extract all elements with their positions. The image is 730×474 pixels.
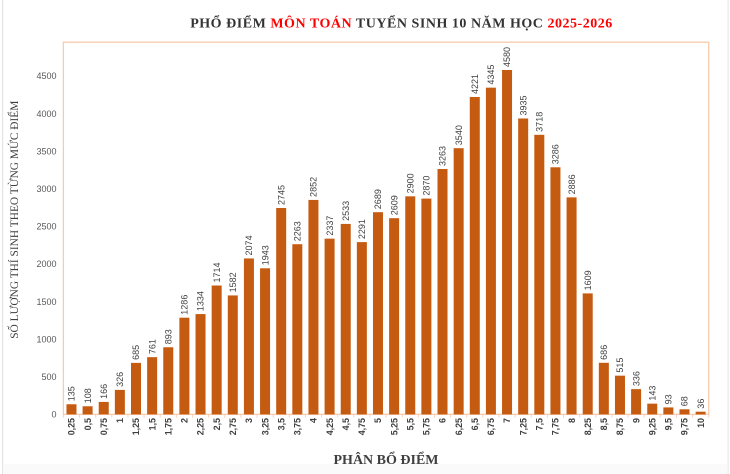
- svg-text:2886: 2886: [567, 174, 577, 194]
- svg-text:2689: 2689: [373, 189, 383, 209]
- svg-text:5,75: 5,75: [422, 418, 432, 435]
- svg-text:4500: 4500: [36, 71, 56, 81]
- svg-text:1609: 1609: [583, 270, 593, 290]
- svg-text:2,75: 2,75: [228, 418, 238, 435]
- svg-text:686: 686: [599, 345, 609, 360]
- svg-text:1334: 1334: [196, 291, 206, 311]
- svg-text:336: 336: [631, 371, 641, 386]
- svg-text:0,75: 0,75: [99, 418, 109, 435]
- svg-text:4: 4: [309, 418, 319, 423]
- svg-text:6,25: 6,25: [454, 418, 464, 435]
- svg-text:0,5: 0,5: [83, 418, 93, 430]
- svg-text:2000: 2000: [36, 259, 56, 269]
- svg-text:9,5: 9,5: [664, 418, 674, 430]
- svg-text:7,75: 7,75: [551, 418, 561, 435]
- svg-text:10: 10: [696, 418, 706, 428]
- svg-text:143: 143: [647, 386, 657, 401]
- svg-text:9: 9: [631, 418, 641, 423]
- svg-text:7,25: 7,25: [518, 418, 528, 435]
- svg-text:1000: 1000: [36, 334, 56, 344]
- svg-text:3263: 3263: [438, 146, 448, 166]
- svg-text:93: 93: [664, 394, 674, 404]
- svg-text:PHỔ ĐIỂM MÔN TOÁN TUYỂN SINH 1: PHỔ ĐIỂM MÔN TOÁN TUYỂN SINH 10 NĂM HỌC …: [190, 14, 613, 32]
- svg-text:68: 68: [680, 396, 690, 406]
- svg-text:4580: 4580: [502, 47, 512, 67]
- svg-text:9,75: 9,75: [680, 418, 690, 435]
- svg-text:2533: 2533: [341, 201, 351, 221]
- svg-text:4345: 4345: [486, 65, 496, 85]
- svg-text:3,25: 3,25: [260, 418, 270, 435]
- svg-text:8,5: 8,5: [599, 418, 609, 430]
- svg-text:166: 166: [99, 384, 109, 399]
- svg-text:3935: 3935: [518, 95, 528, 115]
- svg-text:685: 685: [131, 345, 141, 360]
- svg-text:3540: 3540: [454, 125, 464, 145]
- svg-text:5: 5: [373, 418, 383, 423]
- svg-text:3000: 3000: [36, 184, 56, 194]
- svg-text:2263: 2263: [293, 221, 303, 241]
- svg-text:2074: 2074: [244, 235, 254, 255]
- svg-text:5,25: 5,25: [389, 418, 399, 435]
- svg-text:8,75: 8,75: [615, 418, 625, 435]
- svg-text:6: 6: [438, 418, 448, 423]
- svg-text:2609: 2609: [389, 195, 399, 215]
- svg-text:PHÂN BỔ ĐIỂM: PHÂN BỔ ĐIỂM: [334, 450, 439, 468]
- svg-text:8,25: 8,25: [583, 418, 593, 435]
- svg-text:2852: 2852: [309, 177, 319, 197]
- svg-text:9,25: 9,25: [647, 418, 657, 435]
- svg-text:2900: 2900: [405, 173, 415, 193]
- svg-text:0: 0: [51, 410, 56, 420]
- svg-text:4000: 4000: [36, 109, 56, 119]
- svg-text:SỐ LƯỢNG THÍ SINH THEO TỪNG MỨ: SỐ LƯỢNG THÍ SINH THEO TỪNG MỨC ĐIỂM: [8, 101, 21, 339]
- svg-text:1714: 1714: [212, 262, 222, 282]
- svg-text:4221: 4221: [470, 74, 480, 94]
- svg-text:2500: 2500: [36, 222, 56, 232]
- svg-text:761: 761: [147, 339, 157, 354]
- svg-text:3: 3: [244, 418, 254, 423]
- svg-text:8: 8: [567, 418, 577, 423]
- svg-text:1: 1: [115, 418, 125, 423]
- svg-text:2291: 2291: [357, 219, 367, 239]
- svg-text:1943: 1943: [260, 245, 270, 265]
- svg-text:36: 36: [696, 399, 706, 409]
- svg-text:500: 500: [41, 372, 56, 382]
- svg-text:108: 108: [83, 388, 93, 403]
- svg-text:4,5: 4,5: [341, 418, 351, 430]
- svg-text:1,5: 1,5: [147, 418, 157, 430]
- svg-text:4,25: 4,25: [325, 418, 335, 435]
- svg-text:3,75: 3,75: [293, 418, 303, 435]
- svg-text:3,5: 3,5: [276, 418, 286, 430]
- svg-text:3500: 3500: [36, 146, 56, 156]
- svg-text:5,5: 5,5: [405, 418, 415, 430]
- svg-text:3718: 3718: [535, 112, 545, 132]
- svg-text:2745: 2745: [276, 185, 286, 205]
- svg-text:2337: 2337: [325, 216, 335, 236]
- svg-text:2870: 2870: [422, 176, 432, 196]
- svg-text:2,25: 2,25: [196, 418, 206, 435]
- svg-text:1,25: 1,25: [131, 418, 141, 435]
- svg-text:2,5: 2,5: [212, 418, 222, 430]
- svg-text:0,25: 0,25: [67, 418, 77, 435]
- svg-text:1286: 1286: [180, 295, 190, 315]
- svg-text:6,75: 6,75: [486, 418, 496, 435]
- svg-text:893: 893: [163, 329, 173, 344]
- svg-text:515: 515: [615, 358, 625, 373]
- svg-text:1582: 1582: [228, 272, 238, 292]
- svg-text:4,75: 4,75: [357, 418, 367, 435]
- svg-text:7: 7: [502, 418, 512, 423]
- svg-text:1,75: 1,75: [163, 418, 173, 435]
- svg-text:326: 326: [115, 372, 125, 387]
- svg-text:2: 2: [180, 418, 190, 423]
- svg-text:135: 135: [67, 386, 77, 401]
- svg-text:7,5: 7,5: [535, 418, 545, 430]
- svg-text:6,5: 6,5: [470, 418, 480, 430]
- svg-text:1500: 1500: [36, 297, 56, 307]
- svg-text:3286: 3286: [551, 144, 561, 164]
